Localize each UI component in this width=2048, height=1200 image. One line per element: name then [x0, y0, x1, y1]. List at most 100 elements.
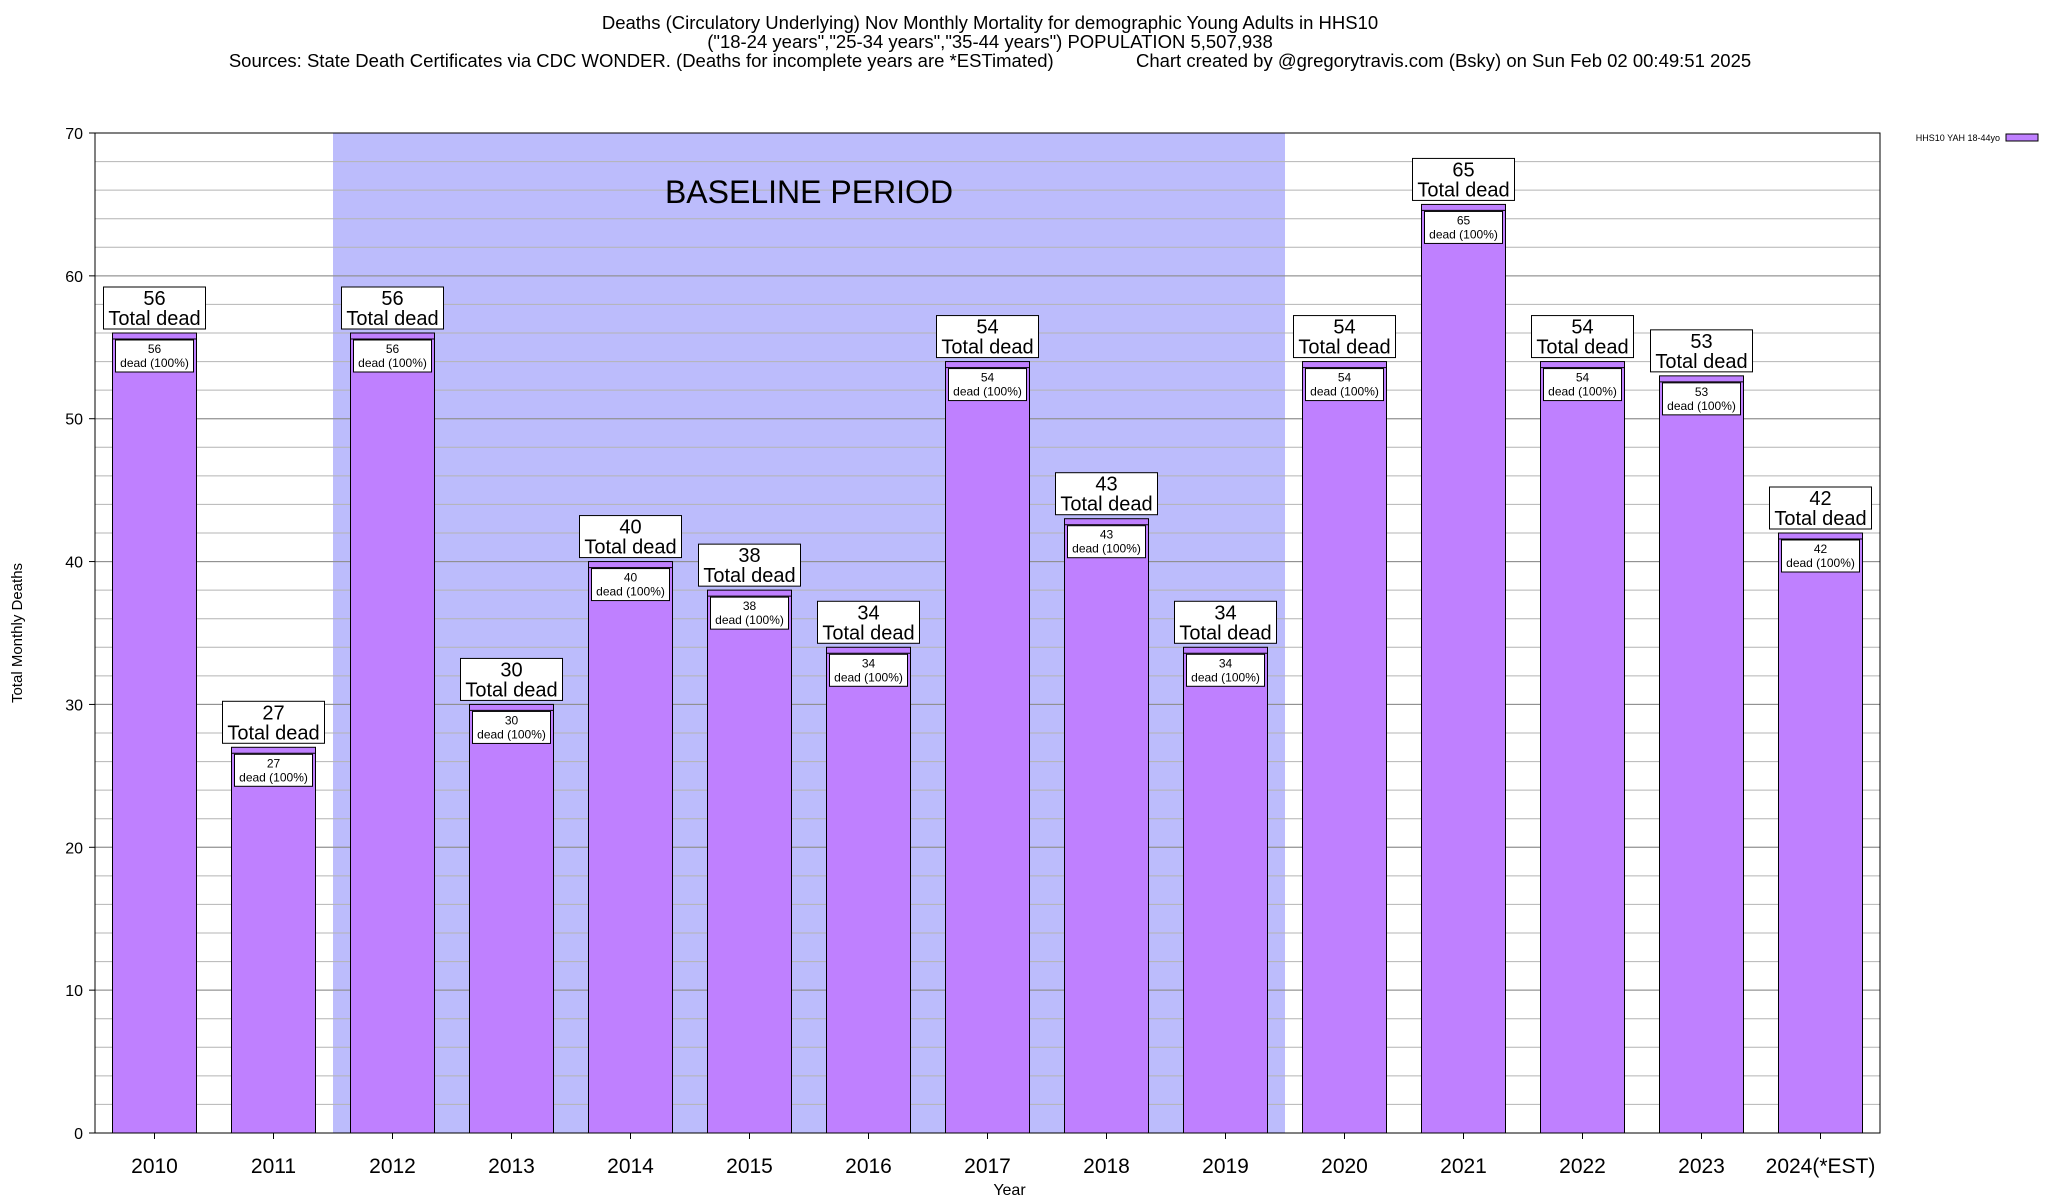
top-label-text: Total dead	[1774, 508, 1866, 530]
top-label-value: 30	[500, 659, 522, 681]
inner-label-box	[1067, 525, 1146, 559]
inner-label-value: 30	[505, 713, 519, 727]
inner-label-box	[1424, 210, 1503, 244]
top-label-value: 53	[1690, 331, 1712, 353]
top-label-text: Total dead	[1298, 337, 1390, 359]
inner-label-value: 34	[862, 656, 876, 670]
top-label-text: Total dead	[1655, 351, 1747, 373]
y-tick-label: 60	[65, 269, 83, 286]
x-tick-label: 2016	[845, 1155, 892, 1178]
top-label-box	[579, 515, 682, 559]
bar-2019	[1183, 646, 1268, 1134]
bar-2013	[469, 703, 554, 1134]
top-label-box	[1650, 329, 1753, 373]
x-tick-label: 2024(*EST)	[1766, 1155, 1876, 1178]
x-tick-label: 2012	[369, 1155, 416, 1178]
y-tick-label: 30	[65, 697, 83, 714]
inner-label-box	[1543, 368, 1622, 402]
inner-label-box	[591, 568, 670, 602]
inner-label-text: dead (100%)	[120, 356, 189, 370]
bar-2016	[826, 646, 911, 1134]
inner-label-value: 54	[1338, 371, 1352, 385]
x-tick-label: 2019	[1202, 1155, 1249, 1178]
top-label-value: 56	[381, 288, 403, 310]
inner-label-value: 54	[1576, 371, 1590, 385]
top-label-box	[103, 286, 206, 330]
bar-2020	[1302, 361, 1387, 1134]
bar-2012	[350, 332, 435, 1134]
baseline-period-label: BASELINE PERIOD	[665, 174, 953, 210]
inner-label-box	[472, 710, 551, 744]
top-label-value: 42	[1809, 488, 1831, 510]
top-label-text: Total dead	[465, 679, 557, 701]
top-label-text: Total dead	[346, 308, 438, 330]
top-label-value: 43	[1095, 474, 1117, 496]
inner-label-text: dead (100%)	[477, 727, 546, 741]
top-label-box	[1293, 315, 1396, 359]
x-tick-label: 2010	[131, 1155, 178, 1178]
top-label-text: Total dead	[941, 337, 1033, 359]
inner-label-text: dead (100%)	[1548, 385, 1617, 399]
top-label-value: 27	[262, 702, 284, 724]
top-label-text: Total dead	[227, 722, 319, 744]
bar-2014	[588, 561, 673, 1134]
x-tick-label: 2021	[1440, 1155, 1487, 1178]
inner-label-text: dead (100%)	[358, 356, 427, 370]
x-tick-label: 2018	[1083, 1155, 1130, 1178]
y-tick-label: 10	[65, 983, 83, 1000]
chart-source-line: Sources: State Death Certificates via CD…	[228, 50, 1752, 71]
inner-label-value: 38	[743, 599, 757, 613]
top-label-text: Total dead	[1179, 622, 1271, 644]
inner-label-value: 56	[386, 342, 400, 356]
inner-label-text: dead (100%)	[1786, 556, 1855, 570]
top-label-value: 54	[1333, 317, 1355, 339]
top-label-text: Total dead	[1417, 179, 1509, 201]
bar-2015	[707, 589, 792, 1134]
bar-2022	[1540, 361, 1625, 1134]
inner-label-value: 54	[981, 371, 995, 385]
top-label-value: 34	[1214, 602, 1236, 624]
inner-label-text: dead (100%)	[1191, 670, 1260, 684]
inner-label-value: 27	[267, 756, 281, 770]
top-label-box	[1412, 157, 1515, 201]
y-tick-label: 50	[65, 412, 83, 429]
x-tick-label: 2020	[1321, 1155, 1368, 1178]
inner-label-value: 56	[148, 342, 162, 356]
y-tick-label: 0	[74, 1126, 83, 1143]
top-label-value: 56	[143, 288, 165, 310]
top-label-value: 54	[1571, 317, 1593, 339]
chart-subtitle: ("18-24 years","25-34 years","35-44 year…	[707, 31, 1273, 52]
bar-2021	[1421, 203, 1506, 1134]
top-label-text: Total dead	[822, 622, 914, 644]
inner-label-value: 40	[624, 571, 638, 585]
top-label-box	[1174, 600, 1277, 644]
inner-label-text: dead (100%)	[1667, 399, 1736, 413]
inner-label-value: 42	[1814, 542, 1828, 556]
bar-2010	[112, 332, 197, 1134]
inner-label-value: 53	[1695, 385, 1709, 399]
bar-2011	[231, 746, 316, 1134]
inner-label-value: 43	[1100, 528, 1114, 542]
x-tick-label: 2011	[251, 1155, 296, 1178]
inner-label-box	[829, 653, 908, 687]
top-label-box	[817, 600, 920, 644]
bar-2018	[1064, 518, 1149, 1134]
legend-swatch	[2005, 133, 2039, 142]
top-label-text: Total dead	[108, 308, 200, 330]
chart-title: Deaths (Circulatory Underlying) Nov Mont…	[601, 12, 1379, 33]
top-label-value: 65	[1452, 159, 1474, 181]
top-label-box	[341, 286, 444, 330]
inner-label-text: dead (100%)	[834, 670, 903, 684]
inner-label-box	[1781, 539, 1860, 573]
top-label-text: Total dead	[1060, 494, 1152, 516]
inner-label-box	[1662, 382, 1741, 416]
top-label-text: Total dead	[584, 537, 676, 559]
inner-label-text: dead (100%)	[953, 385, 1022, 399]
inner-label-value: 65	[1457, 213, 1471, 227]
y-tick-label: 40	[65, 555, 83, 572]
x-tick-label: 2023	[1678, 1155, 1725, 1178]
x-tick-label: 2015	[726, 1155, 773, 1178]
inner-label-text: dead (100%)	[715, 613, 784, 627]
top-label-box	[1769, 486, 1872, 530]
